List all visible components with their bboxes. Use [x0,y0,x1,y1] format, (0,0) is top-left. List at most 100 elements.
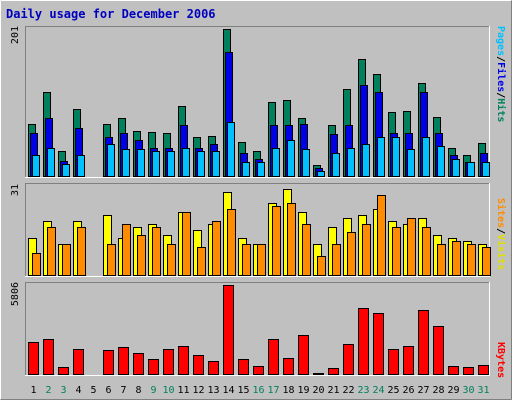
pages-bar-29 [452,159,460,177]
kbytes-bar-2 [43,339,54,375]
day-label-4: 4 [75,385,81,396]
kbytes-bar-9 [148,359,159,375]
pages-bar-28 [437,146,445,177]
pages-bar-30 [467,162,475,177]
pages-bar-8 [137,149,145,177]
sites-bar-15 [242,244,251,276]
sites-bar-26 [407,218,416,276]
visits-sites-panel [25,183,491,277]
kbytes-bar-13 [208,361,219,375]
legend-pages-files-hits: Pages/Files/Hits [495,26,507,122]
kbytes-bar-12 [193,355,204,375]
kbytes-bar-16 [253,366,264,375]
kbytes-bar-15 [238,359,249,375]
day-label-28: 28 [432,385,444,396]
visits-max-label: 31 [10,184,21,196]
legend-slash-1: / [495,56,506,62]
legend-files: Files [495,62,507,92]
day-label-3: 3 [60,385,66,396]
day-label-1: 1 [30,385,36,396]
pages-bar-7 [122,149,130,177]
kbytes-panel [25,282,490,376]
pages-bar-16 [257,162,265,177]
sites-bar-17 [272,206,281,276]
pages-bar-9 [152,151,160,177]
kbytes-bar-4 [73,349,84,375]
kbytes-bar-19 [298,335,309,375]
sites-bar-1 [32,253,41,276]
day-label-12: 12 [192,385,204,396]
day-label-31: 31 [477,385,489,396]
pages-bar-6 [107,144,115,177]
day-label-22: 22 [342,385,354,396]
kbytes-bar-25 [388,349,399,375]
kbytes-bar-6 [103,350,114,375]
kbytes-bar-27 [418,310,429,375]
sites-bar-13 [212,221,221,276]
sites-bar-6 [107,244,116,276]
sites-bar-30 [467,244,476,276]
kbytes-bar-23 [358,308,369,375]
kbytes-bar-31 [478,365,489,375]
pages-bar-11 [182,148,190,177]
sites-bar-16 [257,244,266,276]
pages-bar-3 [62,164,70,177]
day-label-24: 24 [372,385,384,396]
pages-bar-17 [272,148,280,177]
pages-bar-22 [347,148,355,177]
sites-bar-23 [362,224,371,276]
pages-bar-23 [362,144,370,177]
sites-bar-7 [122,224,131,276]
sites-bar-20 [317,256,326,276]
sites-bar-8 [137,235,146,276]
sites-bar-18 [287,203,296,276]
kbytes-bar-1 [28,342,39,375]
sites-bar-29 [452,241,461,276]
day-label-9: 9 [150,385,156,396]
kbytes-bar-22 [343,344,354,375]
sites-bar-10 [167,244,176,276]
pages-bar-24 [377,137,385,177]
day-label-30: 30 [462,385,474,396]
kbytes-bar-11 [178,346,189,375]
kbytes-bar-24 [373,313,384,375]
sites-bar-14 [227,209,236,276]
kbytes-bar-7 [118,347,129,375]
hits-files-pages-panel [25,26,490,178]
pages-bar-20 [317,171,325,177]
day-label-2: 2 [45,385,51,396]
day-label-18: 18 [282,385,294,396]
kbytes-bar-8 [133,353,144,375]
pages-bar-4 [77,155,85,177]
pages-bar-25 [392,137,400,177]
sites-bar-24 [377,195,386,276]
day-label-14: 14 [222,385,234,396]
day-label-20: 20 [312,385,324,396]
sites-bar-25 [392,227,401,276]
day-label-15: 15 [237,385,249,396]
legend-kbytes: KBytes [495,342,506,378]
day-label-16: 16 [252,385,264,396]
kbytes-bar-10 [163,349,174,375]
legend-slash-3: / [495,228,506,234]
pages-bar-14 [227,122,235,177]
kbytes-bar-14 [223,285,234,375]
pages-bar-13 [212,151,220,177]
sites-bar-3 [62,244,71,276]
day-label-11: 11 [177,385,189,396]
day-label-26: 26 [402,385,414,396]
legend-kbytes-text: KBytes [495,342,506,378]
hits-max-label: 201 [10,26,21,44]
sites-bar-27 [422,227,431,276]
kbytes-bar-21 [328,368,339,375]
day-labels: 1 2 3 4 5 6 7 8 9 10 11 12 13 14 15 16 17 18 19 20 21 22 23 24 2… [30,385,489,396]
pages-bar-10 [167,151,175,177]
sites-bar-31 [482,247,491,276]
sites-bar-11 [182,212,191,276]
pages-bar-12 [197,151,205,177]
sites-bar-22 [347,232,356,276]
day-label-17: 17 [267,385,279,396]
day-label-7: 7 [120,385,126,396]
pages-bar-2 [47,148,55,177]
day-label-29: 29 [447,385,459,396]
